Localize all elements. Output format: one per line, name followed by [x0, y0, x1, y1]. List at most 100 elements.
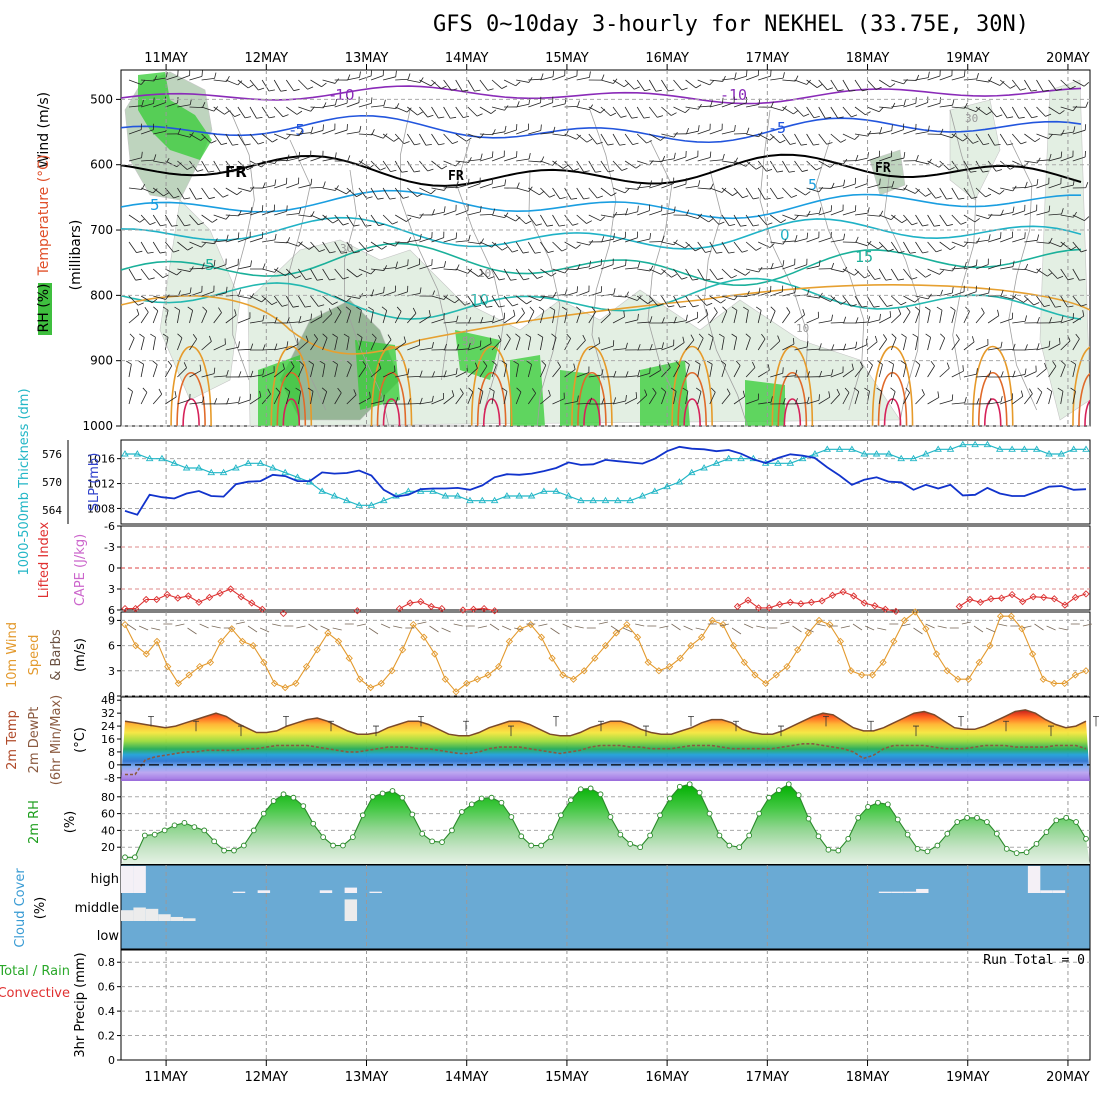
- wind-barb: [697, 309, 709, 324]
- lifted-index-point: [797, 600, 805, 608]
- wind10-barb: [719, 623, 729, 627]
- wind-barb: [467, 106, 483, 117]
- day-label-top: 19MAY: [946, 51, 990, 66]
- wind-barb: [358, 187, 373, 199]
- wind-barb: [903, 387, 911, 405]
- wind-barb: [661, 239, 678, 246]
- wind-barb: [806, 231, 820, 243]
- cloud-unit-label: (%): [33, 897, 48, 920]
- wind-barb: [637, 343, 653, 351]
- wind-barb: [443, 295, 460, 304]
- thickness-point: [1069, 445, 1078, 452]
- wind-barb: [830, 366, 844, 378]
- rh2m-point: [508, 814, 515, 820]
- wind10-point: [665, 662, 674, 671]
- thickness-point: [1045, 450, 1053, 457]
- wind-barb: [1060, 295, 1074, 308]
- wind-barb: [649, 268, 666, 275]
- wind-barb: [261, 133, 278, 143]
- lifted-index-point: [997, 594, 1006, 602]
- wind-barb: [564, 241, 581, 249]
- wind10-point: [591, 654, 599, 662]
- wind-barb: [782, 160, 795, 173]
- temp-tick-label: 8: [108, 746, 115, 759]
- thickness-point: [934, 445, 942, 452]
- wind10-barb: [1022, 625, 1032, 629]
- wind-barb: [733, 127, 750, 135]
- cloud-bar-high: [1040, 890, 1053, 893]
- wind-barb: [455, 133, 472, 142]
- wind-barb: [140, 268, 155, 280]
- warm-lobe: [571, 345, 613, 426]
- wind-barb: [600, 133, 614, 146]
- wind-barb: [540, 291, 557, 298]
- wind-barb: [891, 99, 906, 108]
- wind-barb: [853, 387, 860, 405]
- wind-barb: [491, 335, 502, 351]
- lifted-index-point: [427, 602, 435, 611]
- wind-barb: [576, 260, 592, 270]
- wind-barb: [165, 268, 182, 276]
- wind-barb: [794, 258, 808, 270]
- wind-tick-label: 3: [108, 665, 115, 678]
- wind-barb: [903, 295, 920, 303]
- wind-barb: [128, 214, 145, 223]
- wind-barb: [177, 333, 183, 351]
- temp-tick-label: 16: [101, 733, 115, 746]
- rh2m-point: [785, 781, 792, 788]
- wind-barb: [720, 360, 727, 378]
- wind-barb: [963, 187, 978, 199]
- lifted-index-point: [860, 599, 868, 607]
- rh2m-point: [320, 834, 326, 840]
- wind-barb: [1057, 387, 1064, 405]
- wind-barb: [310, 295, 325, 307]
- pressure-tick-label: 600: [90, 158, 113, 172]
- wind-barb: [951, 241, 969, 247]
- wind-barb: [697, 123, 711, 135]
- rh2m-point: [894, 816, 901, 823]
- wind-barb: [924, 306, 931, 324]
- rh2m-point: [340, 842, 346, 849]
- wind10-barb: [1058, 627, 1068, 631]
- wind-barb: [951, 285, 965, 297]
- lifted-index-point: [1029, 593, 1037, 601]
- wind-barb: [830, 233, 846, 243]
- wind-barb: [915, 187, 931, 197]
- wind10-barb: [272, 623, 282, 627]
- wind-barb: [394, 214, 412, 222]
- wind-barb: [624, 392, 638, 405]
- thickness-point: [404, 487, 413, 494]
- wind-barb: [177, 241, 193, 251]
- wind-barb: [407, 307, 417, 324]
- wind-barb: [988, 371, 1004, 378]
- wind10-point: [1082, 667, 1090, 675]
- wind10-barb: [877, 627, 887, 631]
- wind-barb: [298, 335, 309, 351]
- isotherm-label: 5: [808, 176, 817, 194]
- wind-barb: [368, 306, 374, 324]
- cloud-level-label: middle: [75, 901, 119, 916]
- wind-barb: [963, 336, 975, 351]
- wind-barb: [999, 133, 1014, 146]
- wind-barb: [394, 187, 409, 199]
- wind10-barb: [429, 625, 439, 633]
- wind-barb: [670, 387, 677, 405]
- wind-barb: [588, 160, 602, 173]
- wind10-barb: [247, 625, 258, 633]
- wind-barb: [975, 338, 989, 351]
- wind-barb: [975, 133, 990, 146]
- wind-barb: [537, 333, 544, 351]
- wind-barb: [1048, 208, 1064, 216]
- wind-barb: [975, 397, 992, 405]
- wind-barb: [951, 133, 968, 142]
- wind-barb: [189, 102, 206, 109]
- thickness-point: [490, 496, 499, 504]
- wind-barb: [528, 268, 543, 279]
- wind-barb: [286, 315, 302, 324]
- thickness-point: [626, 496, 634, 504]
- wind-barb: [382, 214, 398, 225]
- rh-contour: [647, 139, 682, 411]
- wind-barb: [673, 150, 687, 162]
- lifted-index-point: [121, 604, 129, 613]
- wind-barb: [612, 160, 628, 171]
